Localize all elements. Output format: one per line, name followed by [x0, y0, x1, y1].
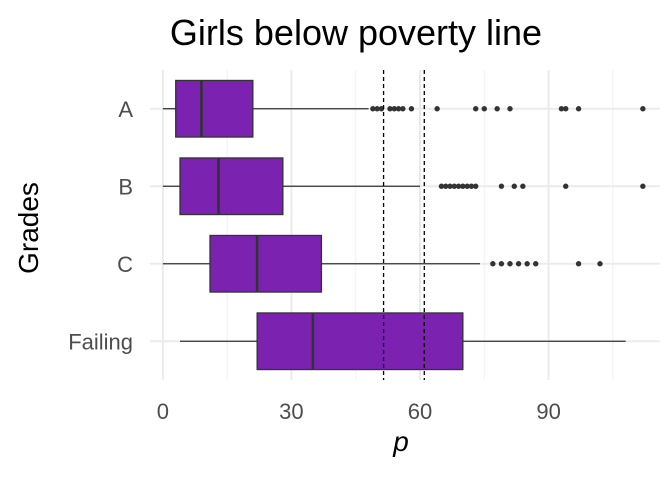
outlier-point [408, 106, 415, 112]
iqr-box [175, 79, 254, 138]
outlier-point [494, 106, 500, 112]
y-tick-label: A [118, 97, 133, 122]
outlier-point [511, 183, 517, 189]
box-group-c [162, 234, 603, 293]
box-group-a [162, 79, 646, 138]
iqr-box [209, 234, 323, 293]
outlier-point [391, 106, 397, 112]
outlier-point [558, 106, 565, 112]
outlier-point [464, 183, 470, 189]
reference-lines [382, 70, 425, 380]
outlier-point [515, 261, 522, 267]
outlier-point [370, 106, 376, 112]
outlier-point [640, 183, 646, 189]
box-group-failing [180, 312, 626, 371]
outlier-point [563, 183, 569, 189]
y-tick-label: B [118, 174, 133, 199]
x-tick-label: 0 [157, 399, 169, 424]
iqr-box [179, 157, 284, 216]
outlier-point [387, 106, 393, 112]
outlier-point [524, 261, 530, 267]
box-layer [162, 79, 646, 371]
outlier-point [533, 261, 539, 267]
outlier-point [374, 106, 380, 112]
outlier-point [575, 106, 582, 112]
y-tick-labels: A B C Failing [68, 97, 133, 355]
outlier-point [395, 106, 402, 112]
outlier-point [597, 261, 603, 267]
outlier-point [640, 106, 646, 112]
outlier-point [575, 261, 582, 267]
y-axis-title: Grades [13, 182, 44, 274]
chart-title: Girls below poverty line [170, 12, 542, 53]
outlier-point [434, 106, 440, 112]
box-group-b [162, 157, 646, 216]
outlier-point [460, 183, 466, 189]
x-tick-labels: 0 30 60 90 [157, 399, 561, 424]
outlier-point [451, 183, 457, 189]
outlier-point [520, 183, 526, 189]
outlier-point [378, 106, 385, 112]
outlier-point [490, 261, 496, 267]
x-tick-label: 60 [408, 399, 432, 424]
outlier-point [507, 106, 513, 112]
x-tick-label: 90 [536, 399, 560, 424]
outlier-point [481, 106, 487, 112]
outlier-point [400, 106, 406, 112]
iqr-box [256, 312, 464, 371]
outlier-point [473, 106, 479, 112]
x-tick-label: 30 [279, 399, 303, 424]
outlier-point [455, 183, 462, 189]
outlier-point [473, 183, 479, 189]
outlier-point [447, 183, 453, 189]
x-axis-title: p [392, 426, 409, 457]
y-tick-label: Failing [68, 329, 133, 354]
outlier-point [507, 261, 513, 267]
outlier-point [443, 183, 449, 189]
y-tick-label: C [117, 252, 133, 277]
outlier-point [498, 261, 505, 267]
outlier-point [563, 106, 569, 112]
outlier-point [438, 183, 445, 189]
outlier-point [498, 183, 505, 189]
outlier-point [468, 183, 475, 189]
